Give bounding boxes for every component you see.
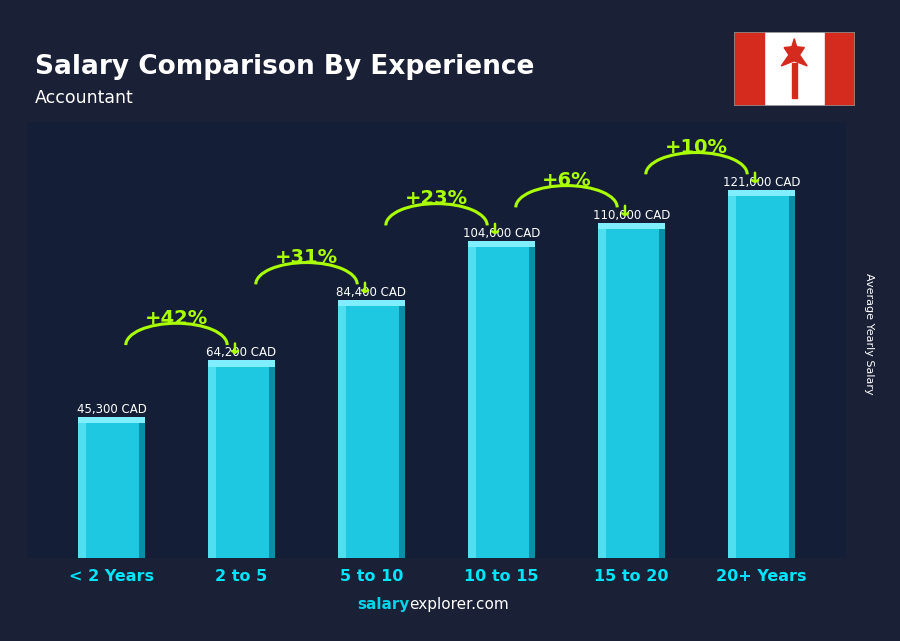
Bar bbox=[728, 194, 736, 558]
Bar bbox=[824, 32, 855, 106]
Text: 104,000 CAD: 104,000 CAD bbox=[463, 227, 540, 240]
Bar bbox=[77, 417, 145, 423]
Bar bbox=[598, 227, 665, 558]
Bar bbox=[338, 300, 405, 306]
Text: +42%: +42% bbox=[145, 308, 208, 328]
Bar bbox=[468, 241, 536, 247]
Text: Average Yearly Salary: Average Yearly Salary bbox=[863, 272, 874, 394]
Bar bbox=[659, 227, 665, 558]
Bar bbox=[788, 194, 796, 558]
Text: salary: salary bbox=[357, 597, 410, 612]
Bar bbox=[208, 360, 275, 367]
Bar bbox=[77, 422, 145, 558]
Bar bbox=[734, 32, 764, 106]
Bar bbox=[268, 365, 275, 558]
Bar bbox=[208, 365, 217, 558]
Text: 110,000 CAD: 110,000 CAD bbox=[593, 209, 670, 222]
Bar bbox=[208, 365, 275, 558]
Bar bbox=[728, 190, 796, 196]
Text: Accountant: Accountant bbox=[35, 89, 134, 107]
Bar bbox=[338, 304, 405, 558]
Text: 45,300 CAD: 45,300 CAD bbox=[76, 403, 147, 416]
Bar bbox=[399, 304, 405, 558]
Polygon shape bbox=[781, 38, 807, 66]
Bar bbox=[598, 227, 607, 558]
Text: 121,000 CAD: 121,000 CAD bbox=[723, 176, 800, 188]
Text: +10%: +10% bbox=[665, 138, 728, 157]
Bar bbox=[468, 245, 536, 558]
Bar bbox=[598, 222, 665, 229]
Text: 64,200 CAD: 64,200 CAD bbox=[206, 346, 276, 360]
Bar bbox=[77, 422, 86, 558]
Text: +31%: +31% bbox=[274, 248, 338, 267]
Bar bbox=[468, 245, 476, 558]
Bar bbox=[728, 194, 796, 558]
Text: Salary Comparison By Experience: Salary Comparison By Experience bbox=[35, 54, 535, 80]
Text: +23%: +23% bbox=[405, 189, 468, 208]
Text: 84,400 CAD: 84,400 CAD bbox=[337, 286, 407, 299]
Bar bbox=[338, 304, 346, 558]
Text: +6%: +6% bbox=[542, 171, 591, 190]
Bar bbox=[528, 245, 536, 558]
Bar bbox=[792, 63, 796, 97]
Bar bbox=[139, 422, 145, 558]
Text: explorer.com: explorer.com bbox=[410, 597, 509, 612]
